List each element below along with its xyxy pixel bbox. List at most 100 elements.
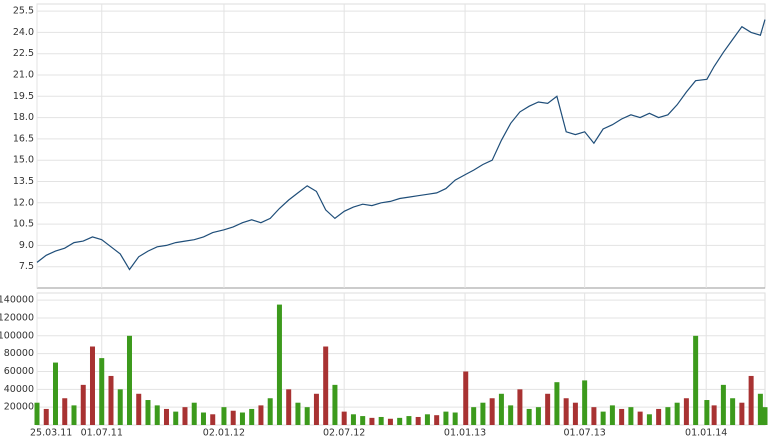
volume-bar (674, 402, 680, 425)
volume-bar (517, 389, 523, 425)
x-tick-label: 01.01.14 (685, 428, 727, 439)
y-tick-label: 9.0 (19, 240, 34, 251)
volume-bar (452, 412, 458, 425)
volume-bar (443, 411, 449, 425)
volume-bar (748, 375, 754, 425)
volume-bar (136, 393, 142, 425)
volume-bar (62, 398, 68, 425)
volume-bar (304, 407, 310, 425)
y-tick-label: 40000 (4, 384, 34, 395)
volume-bar (619, 408, 625, 425)
volume-bar (378, 416, 384, 425)
volume-bar (108, 375, 114, 425)
volume-bar (221, 407, 227, 425)
volume-bar (80, 384, 86, 425)
volume-bar (258, 405, 264, 425)
x-tick-label: 01.01.13 (444, 428, 486, 439)
volume-bar (126, 335, 132, 425)
volume-bar (191, 402, 197, 425)
y-tick-label: 20000 (4, 402, 34, 413)
volume-bar (360, 416, 366, 425)
volume-bar (489, 398, 495, 425)
volume-bar (267, 398, 273, 425)
y-tick-label: 140000 (0, 295, 34, 306)
y-tick-label: 19.5 (13, 91, 34, 102)
volume-bar (508, 405, 514, 425)
y-tick-label: 7.5 (19, 261, 34, 272)
volume-bar (572, 402, 578, 425)
volume-bar (704, 400, 710, 425)
volume-bar (757, 393, 763, 425)
volume-bar (434, 415, 440, 425)
volume-bar (693, 335, 699, 425)
volume-bar (341, 411, 347, 425)
volume-bar (762, 407, 768, 425)
volume-bar (397, 417, 403, 425)
volume-bar (387, 418, 393, 425)
volume-bar (609, 405, 615, 425)
volume-bar (249, 408, 255, 425)
volume-bar (424, 414, 430, 425)
y-tick-label: 24.0 (13, 27, 34, 38)
volume-bar (535, 407, 541, 425)
volume-bar (739, 402, 745, 425)
x-tick-label: 02.01.12 (203, 428, 245, 439)
y-tick-label: 12.0 (13, 197, 34, 208)
volume-bar (210, 414, 216, 425)
volume-bar (295, 402, 301, 425)
y-tick-label: 21.0 (13, 70, 34, 81)
x-tick-label: 02.07.12 (323, 428, 365, 439)
volume-bar (34, 402, 40, 425)
volume-bar (369, 417, 375, 425)
y-tick-label: 25.5 (13, 6, 34, 17)
volume-bar (628, 407, 634, 425)
volume-bar (646, 414, 652, 425)
x-tick-label: 25.03.11 (30, 428, 72, 439)
y-tick-label: 100000 (0, 330, 34, 341)
volume-bar (145, 400, 151, 425)
volume-bar (415, 416, 421, 425)
volume-bar (154, 405, 160, 425)
volume-bar (637, 411, 643, 425)
volume-bar (332, 384, 338, 425)
volume-bar (200, 412, 206, 425)
volume-bar (656, 408, 662, 425)
volume-bar (526, 408, 532, 425)
volume-bar (406, 416, 412, 425)
volume-bar (71, 405, 77, 425)
volume-bar (182, 407, 188, 425)
y-tick-label: 120000 (0, 312, 34, 323)
volume-bar (683, 398, 689, 425)
volume-bar (545, 393, 551, 425)
x-tick-label: 01.07.11 (81, 428, 123, 439)
volume-bar (173, 411, 179, 425)
y-tick-label: 22.5 (13, 48, 34, 59)
volume-bar (730, 398, 736, 425)
volume-bar (163, 408, 169, 425)
volume-bar (89, 346, 95, 425)
volume-bar (230, 410, 236, 425)
price-line (36, 19, 766, 271)
y-tick-label: 16.5 (13, 133, 34, 144)
volume-bar (276, 304, 282, 425)
y-tick-label: 18.0 (13, 112, 34, 123)
y-tick-label: 15.0 (13, 155, 34, 166)
y-tick-label: 60000 (4, 366, 34, 377)
volume-bar (563, 398, 569, 425)
grid-layer (36, 4, 765, 425)
y-tick-label: 13.5 (13, 176, 34, 187)
volume-bar (665, 407, 671, 425)
volume-bar (313, 393, 319, 425)
volume-bar (43, 408, 49, 425)
volume-bar (480, 402, 486, 425)
volume-bar (471, 407, 477, 425)
volume-bar (99, 358, 105, 425)
volume-bar (498, 393, 504, 425)
x-tick-label: 01.07.13 (563, 428, 605, 439)
volume-bar (554, 382, 560, 425)
volume-bar (117, 389, 123, 425)
volume-bar (239, 412, 245, 425)
volume-bar (52, 362, 58, 425)
